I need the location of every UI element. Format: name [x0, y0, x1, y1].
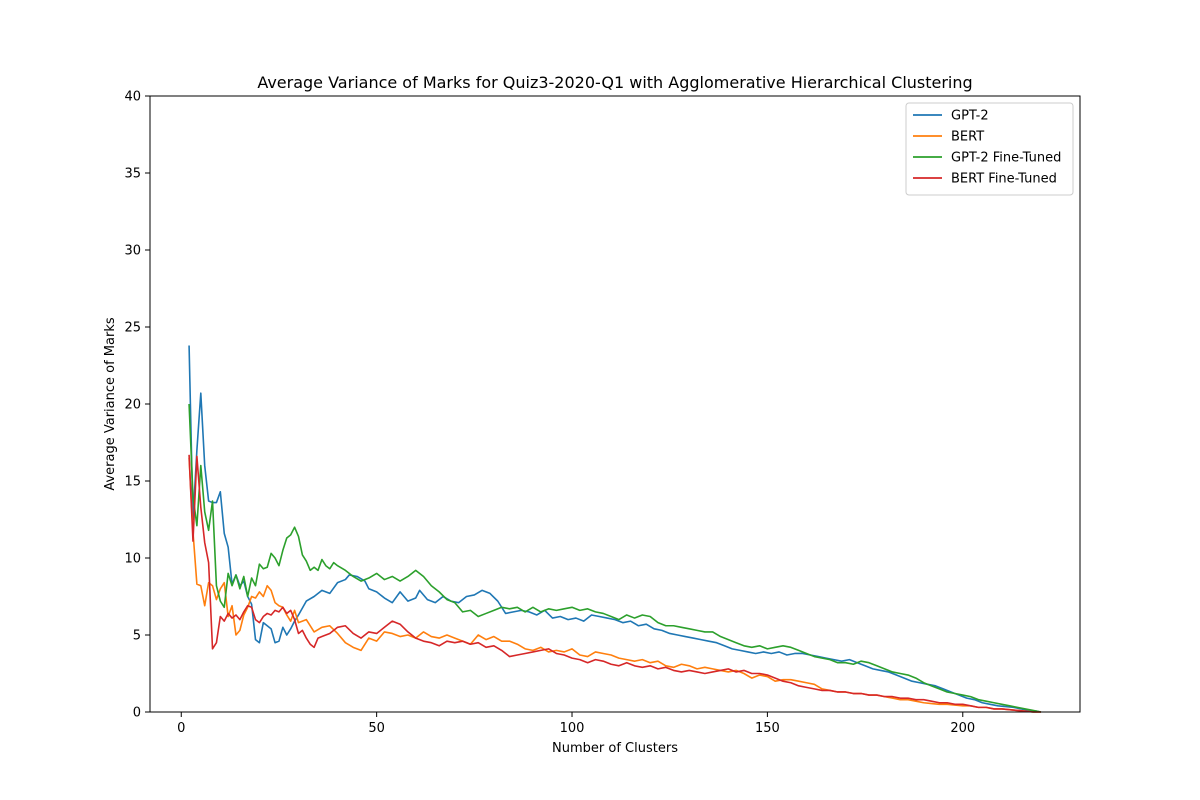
x-axis-title: Number of Clusters	[552, 741, 678, 756]
y-tick-label: 30	[124, 244, 141, 259]
series-layer	[188, 345, 1042, 713]
legend-label: BERT	[951, 130, 984, 145]
y-tick-label: 5	[133, 629, 141, 644]
x-tick-label: 150	[755, 721, 780, 736]
y-tick-label: 15	[124, 475, 141, 490]
legend-label: GPT-2	[951, 109, 989, 124]
y-axis: 0 5 10 15 20 25 30 35 40	[124, 90, 150, 721]
y-tick-label: 10	[124, 552, 141, 567]
x-tick-label: 200	[950, 721, 975, 736]
series-line-2	[188, 403, 1042, 713]
y-tick-label: 35	[124, 167, 141, 182]
y-tick-label: 25	[124, 321, 141, 336]
x-tick-label: 100	[560, 721, 585, 736]
series-line-0	[188, 345, 1042, 713]
x-axis: 0 50 100 150 200	[177, 712, 975, 736]
y-axis-title: Average Variance of Marks	[103, 317, 118, 491]
y-tick-label: 20	[124, 398, 141, 413]
x-tick-label: 50	[368, 721, 385, 736]
legend-label: GPT-2 Fine-Tuned	[951, 151, 1061, 166]
y-tick-label: 40	[124, 90, 141, 105]
legend: GPT-2 BERT GPT-2 Fine-Tuned BERT Fine-Tuned	[905, 102, 1074, 196]
series-line-1	[188, 457, 1041, 713]
legend-box	[905, 102, 1074, 196]
series-line-3	[188, 454, 1041, 713]
legend-label: BERT Fine-Tuned	[951, 172, 1057, 187]
chart-title: Average Variance of Marks for Quiz3-2020…	[257, 73, 972, 92]
y-tick-label: 0	[133, 706, 141, 721]
x-tick-label: 0	[177, 721, 185, 736]
